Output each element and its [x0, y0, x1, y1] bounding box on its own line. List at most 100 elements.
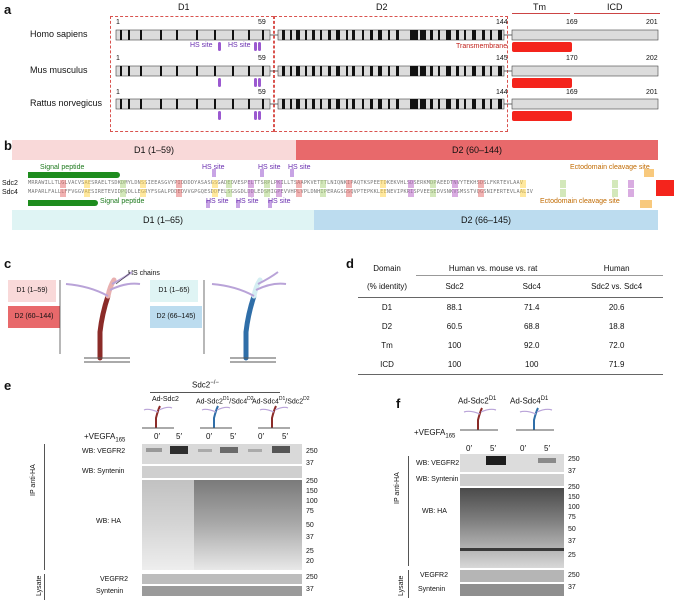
- panel-label-b: b: [4, 138, 12, 153]
- panel-d: Domain Human vs. mouse vs. rat Human (% …: [358, 262, 668, 374]
- marker-f-top-250: 250: [568, 456, 580, 463]
- region-label-tm: Tm: [533, 2, 546, 12]
- row-vs: 18.8: [608, 321, 625, 331]
- transmembrane-block-0: [512, 42, 572, 52]
- conserved-mark: [160, 30, 162, 40]
- conserved-mark: [420, 66, 426, 76]
- marker-e-ha-37: 37: [306, 534, 314, 541]
- alignment-mark: [260, 169, 264, 177]
- hs-site-mark: [254, 42, 257, 51]
- marker-e-ha-100: 100: [306, 498, 318, 505]
- marker-e-ha-150: 150: [306, 488, 318, 495]
- conserved-mark: [140, 30, 142, 40]
- panel-a: D1 D2 Tm ICD Homo sapiens Mus musculus R…: [0, 0, 677, 135]
- header-group2-cell: Human: [570, 262, 663, 276]
- table-row: Tm 100 92.0 72.0: [358, 336, 663, 355]
- bottom-d1-band: D1 (1–65): [12, 210, 314, 230]
- left-d1-top: [105, 277, 117, 299]
- right-hs-chain-2: [255, 282, 287, 291]
- conserved-mark: [296, 66, 300, 76]
- num-m-end: 202: [646, 55, 658, 62]
- conserved-mark: [362, 30, 364, 40]
- marker-e-ha-250: 250: [306, 478, 318, 485]
- treatment-sub-e: 165: [115, 437, 126, 444]
- alignment-mark: [478, 180, 484, 188]
- conserved-mark: [196, 66, 198, 76]
- genotype-sup: −/−: [210, 380, 219, 386]
- conserved-mark: [128, 66, 130, 76]
- conserved-mark: [262, 66, 264, 76]
- blot-e-lys-vegfr2: [142, 574, 302, 584]
- d2-bar-1: [277, 65, 505, 77]
- conserved-mark: [446, 99, 451, 109]
- alignment-mark: [346, 180, 352, 188]
- header-domain-cell: Domain: [358, 262, 416, 276]
- treatment-label-f: +VEGFA165: [414, 428, 455, 440]
- alignment-mark: [84, 180, 90, 188]
- alignment-mark: [206, 200, 210, 208]
- header-domain: Domain: [373, 264, 401, 274]
- species-name-rat: Rattus norvegicus: [30, 98, 103, 108]
- conserved-mark: [490, 30, 492, 40]
- marker-e-top-250: 250: [306, 448, 318, 455]
- alignment-mark: [560, 180, 566, 188]
- hs-site-mark: [254, 111, 257, 120]
- alignment-mark: [60, 180, 66, 188]
- panel-label-a: a: [4, 2, 12, 17]
- conserved-mark: [388, 30, 390, 40]
- conserved-mark: [464, 99, 466, 109]
- alignment-mark: [120, 189, 126, 197]
- alignment-mark: [520, 180, 526, 188]
- time-e-2: 5′: [176, 432, 182, 441]
- hs-site-label-1: HS site: [190, 42, 213, 49]
- alignment-mark: [120, 180, 126, 188]
- panel-label-f: f: [396, 396, 401, 411]
- conserved-mark: [410, 30, 418, 40]
- alignment-mark: [290, 169, 294, 177]
- conserved-mark: [464, 66, 466, 76]
- conserved-mark: [446, 30, 451, 40]
- alignment-mark: [452, 189, 458, 197]
- construct-3-base: Ad-Sdc4: [252, 398, 279, 406]
- left-hs-chain-3: [111, 271, 133, 285]
- conserved-mark: [420, 30, 426, 40]
- conserved-mark: [430, 66, 433, 76]
- alignment-mark: [212, 180, 218, 188]
- alignment-mark: [176, 180, 182, 188]
- alignment-mark: [644, 169, 654, 177]
- alignment-mark: [296, 189, 302, 197]
- conserved-mark: [378, 99, 382, 109]
- marker-e-top-37: 37: [306, 460, 314, 467]
- time-e-5: 0′: [258, 432, 264, 441]
- alignment-mark: [176, 189, 182, 197]
- conserved-mark: [490, 99, 492, 109]
- conserved-mark: [362, 99, 364, 109]
- conserved-mark: [262, 99, 264, 109]
- conserved-mark: [320, 66, 322, 76]
- conserved-mark: [290, 30, 292, 40]
- blot-f-syntenin: [460, 474, 564, 486]
- lysate-bracket-e: [44, 574, 45, 600]
- conserved-mark: [410, 99, 418, 109]
- alignment-mark: [276, 180, 282, 188]
- conserved-mark: [378, 30, 382, 40]
- conserved-mark: [140, 99, 142, 109]
- alignment-mark: [612, 189, 618, 197]
- construct-f-2: Ad-Sdc4D1: [510, 396, 548, 406]
- marker-f-ha-37: 37: [568, 538, 576, 545]
- conserved-mark: [128, 99, 130, 109]
- alignment-mark: [212, 189, 218, 197]
- lys-vegfr2-label-f: VEGFR2: [420, 572, 449, 579]
- time-f-4: 5′: [544, 444, 550, 453]
- conserved-mark: [305, 99, 307, 109]
- hs-site-mark: [218, 111, 221, 120]
- time-f-1: 0′: [466, 444, 472, 453]
- protein-diagram-svg: [115, 29, 659, 121]
- alignment-mark: [560, 189, 566, 197]
- left-hs-chain-2: [109, 282, 141, 291]
- conserved-mark: [438, 99, 440, 109]
- num-m-d1: 59: [258, 55, 266, 62]
- d1-bar-1: [115, 65, 271, 77]
- num-h-tm: 169: [566, 19, 578, 26]
- hs-site-bot-3: HS site: [268, 198, 291, 205]
